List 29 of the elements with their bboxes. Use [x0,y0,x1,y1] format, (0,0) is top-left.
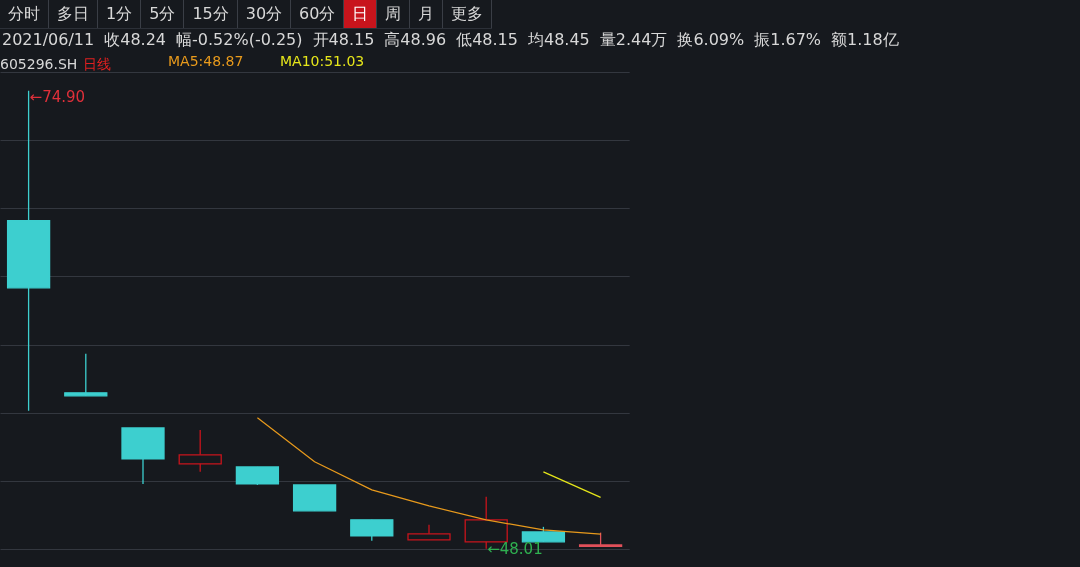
text: 日 [344,0,378,28]
text: 均48.45 [527,30,590,49]
text: 高48.96 [384,30,447,49]
text: 幅-0.52%(-0.25) [176,30,303,49]
candlestick [64,353,108,397]
text: 15分 [184,0,238,28]
text: 2021/06/11 [2,30,95,49]
chart-subtitle: 日线 [83,56,112,72]
annotation: ←74.90 [29,87,86,106]
text: 开48.15 [312,30,375,49]
chart-title: 605296.SH [0,56,78,72]
text: 多日 [49,0,98,28]
text: 量2.44万 [599,30,668,49]
text: 30分 [237,0,292,28]
text: 1分 [98,0,142,28]
text: 分时 [0,0,49,28]
text: 收48.24 [104,30,167,49]
text: 5分 [141,0,185,28]
text: 低48.15 [456,30,518,49]
text: 周 [377,0,411,28]
annotation: ←48.01 [487,539,543,558]
text: 月 [410,0,444,28]
text: 换6.09% [677,30,745,49]
text: MA10:51.03 [280,53,365,69]
text: 更多 [443,0,493,28]
text: MA5:48.87 [168,53,244,69]
text: 额1.18亿 [831,30,899,49]
text: 振1.67% [754,30,822,49]
text: 60分 [291,0,345,28]
